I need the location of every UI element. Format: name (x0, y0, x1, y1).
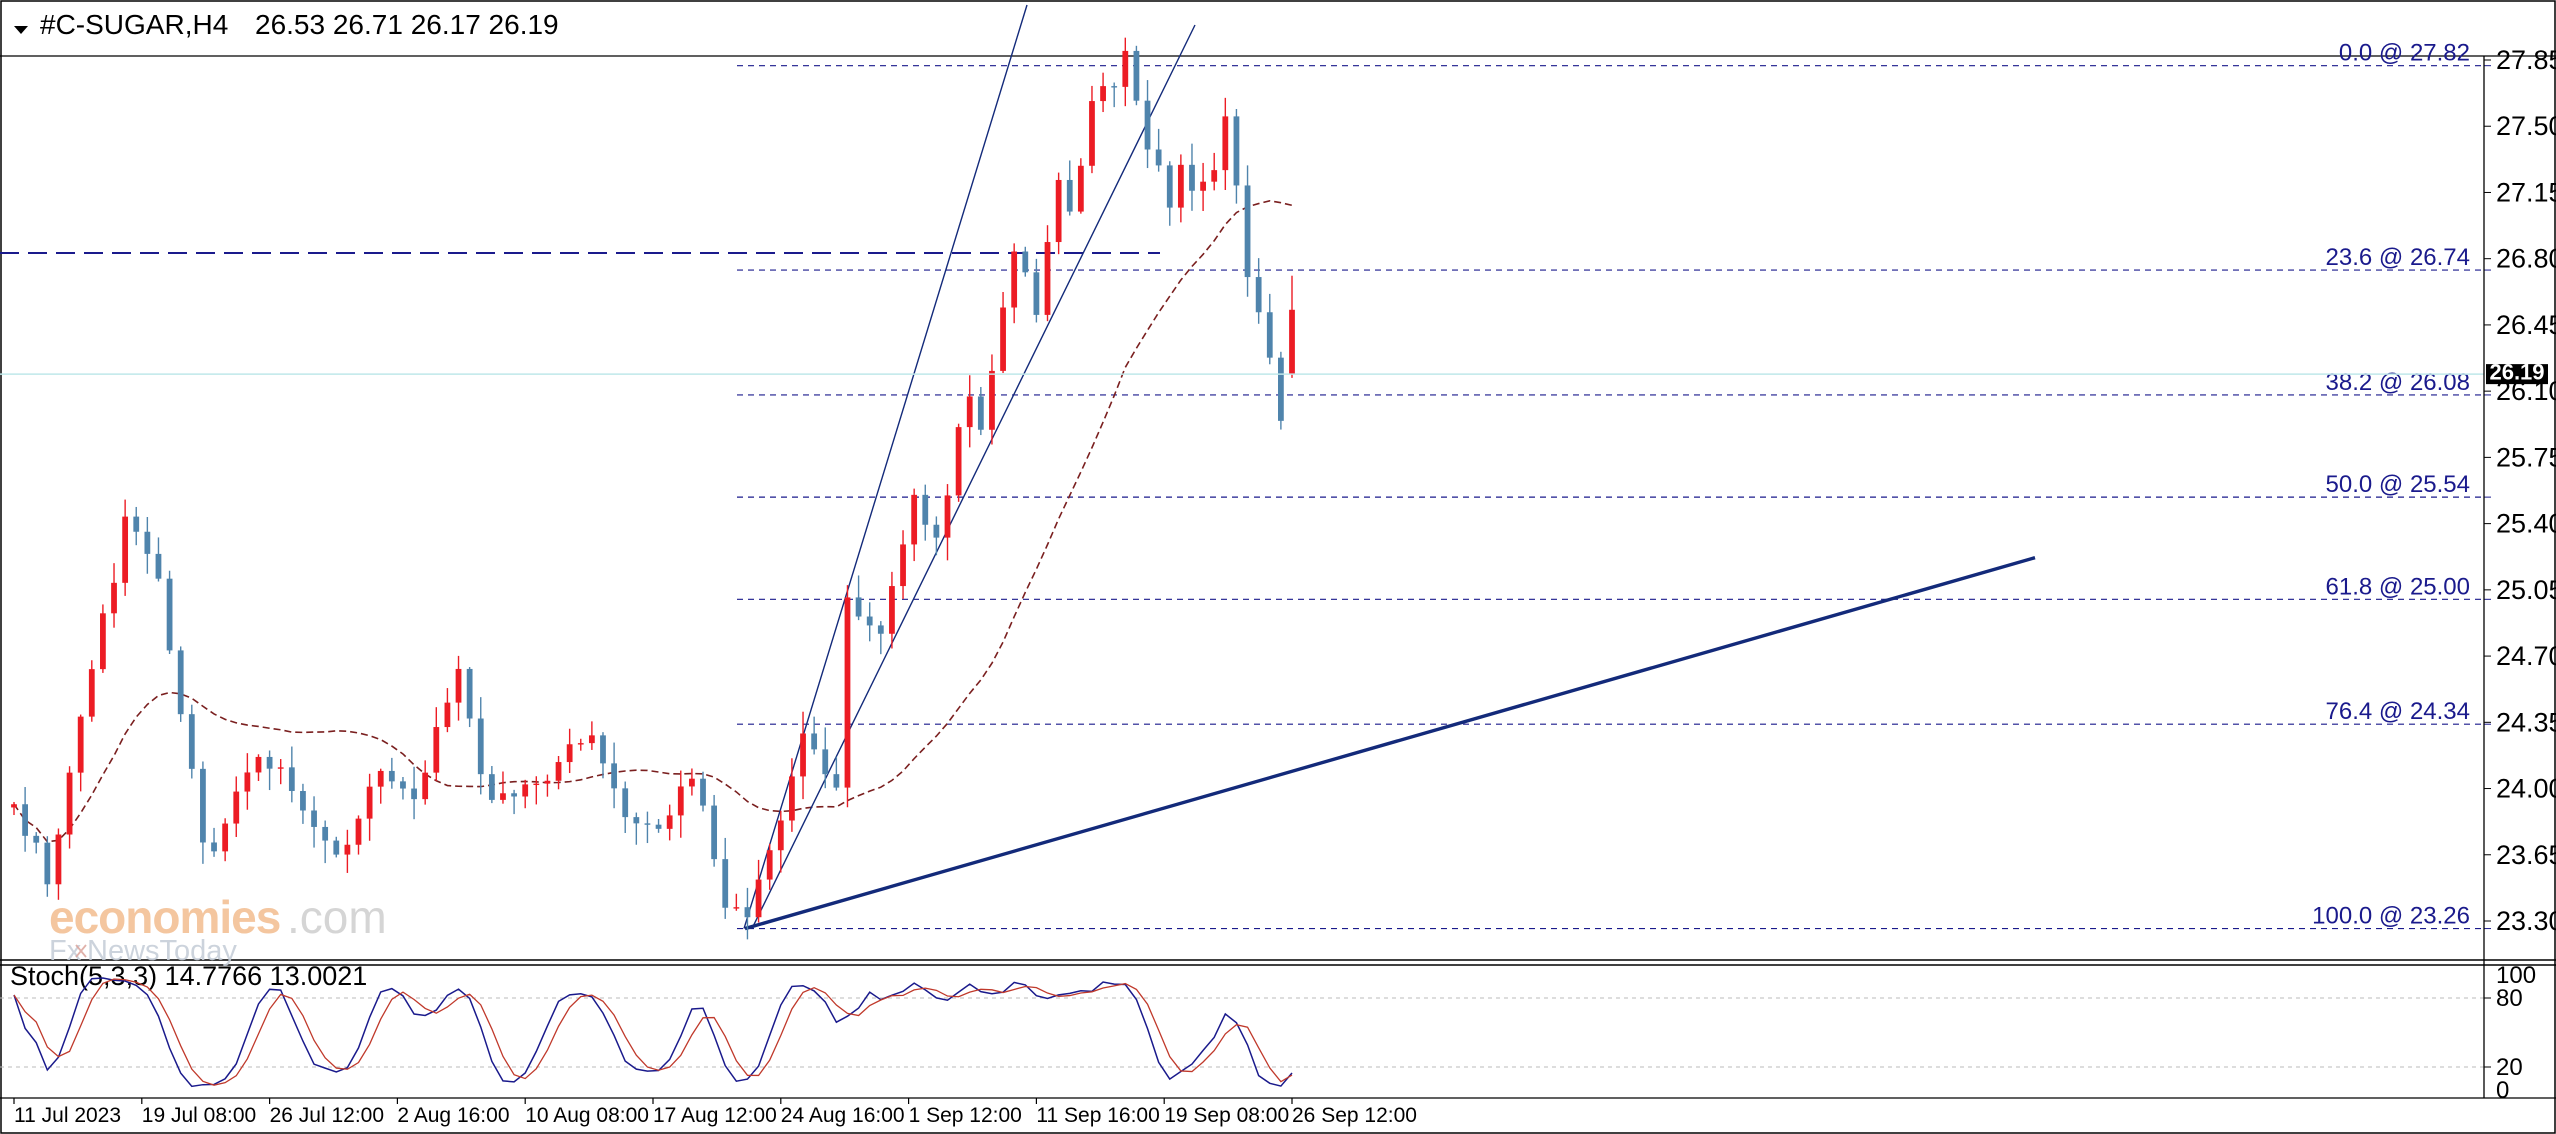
svg-text:27.85: 27.85 (2496, 45, 2556, 75)
svg-text:2 Aug 16:00: 2 Aug 16:00 (397, 1104, 509, 1127)
svg-text:27.50: 27.50 (2496, 111, 2556, 141)
svg-text:0.0 @ 27.82: 0.0 @ 27.82 (2339, 40, 2470, 67)
svg-text:26.45: 26.45 (2496, 310, 2556, 340)
svg-text:80: 80 (2496, 985, 2523, 1012)
svg-text:10 Aug 08:00: 10 Aug 08:00 (525, 1104, 649, 1127)
svg-text:#C-SUGAR,H4: #C-SUGAR,H4 (40, 9, 228, 40)
svg-text:11 Sep 16:00: 11 Sep 16:00 (1036, 1104, 1159, 1127)
svg-text:26 Sep 12:00: 26 Sep 12:00 (1292, 1104, 1417, 1127)
svg-text:24.00: 24.00 (2496, 774, 2556, 804)
svg-text:50.0 @ 25.54: 50.0 @ 25.54 (2326, 471, 2470, 498)
svg-text:24 Aug 16:00: 24 Aug 16:00 (781, 1104, 905, 1127)
svg-text:76.4 @ 24.34: 76.4 @ 24.34 (2326, 698, 2470, 725)
svg-text:27.15: 27.15 (2496, 177, 2556, 207)
svg-text:19 Jul 08:00: 19 Jul 08:00 (142, 1104, 256, 1127)
svg-text:38.2 @ 26.08: 38.2 @ 26.08 (2326, 369, 2470, 396)
svg-text:26.80: 26.80 (2496, 244, 2556, 274)
svg-text:26.10: 26.10 (2496, 376, 2556, 406)
svg-text:25.05: 25.05 (2496, 575, 2556, 605)
svg-text:NewsToday: NewsToday (87, 935, 237, 967)
svg-text:25.75: 25.75 (2496, 442, 2556, 472)
svg-text:19 Sep 08:00: 19 Sep 08:00 (1164, 1104, 1289, 1127)
svg-text:0: 0 (2496, 1077, 2509, 1104)
svg-text:Fx: Fx (49, 935, 82, 967)
svg-text:26.53 26.71 26.17 26.19: 26.53 26.71 26.17 26.19 (255, 9, 559, 40)
svg-text:23.30: 23.30 (2496, 906, 2556, 936)
svg-text:1 Sep 12:00: 1 Sep 12:00 (909, 1104, 1022, 1127)
svg-text:24.35: 24.35 (2496, 707, 2556, 737)
svg-text:17 Aug 12:00: 17 Aug 12:00 (653, 1104, 777, 1127)
svg-text:.com: .com (287, 891, 387, 943)
svg-text:26 Jul 12:00: 26 Jul 12:00 (270, 1104, 384, 1127)
svg-text:23.6 @ 26.74: 23.6 @ 26.74 (2326, 244, 2470, 271)
svg-text:11 Jul 2023: 11 Jul 2023 (14, 1104, 121, 1127)
svg-text:24.70: 24.70 (2496, 641, 2556, 671)
svg-text:100.0 @ 23.26: 100.0 @ 23.26 (2312, 903, 2470, 930)
svg-text:61.8 @ 25.00: 61.8 @ 25.00 (2326, 573, 2470, 600)
svg-text:25.40: 25.40 (2496, 509, 2556, 539)
svg-text:23.65: 23.65 (2496, 840, 2556, 870)
